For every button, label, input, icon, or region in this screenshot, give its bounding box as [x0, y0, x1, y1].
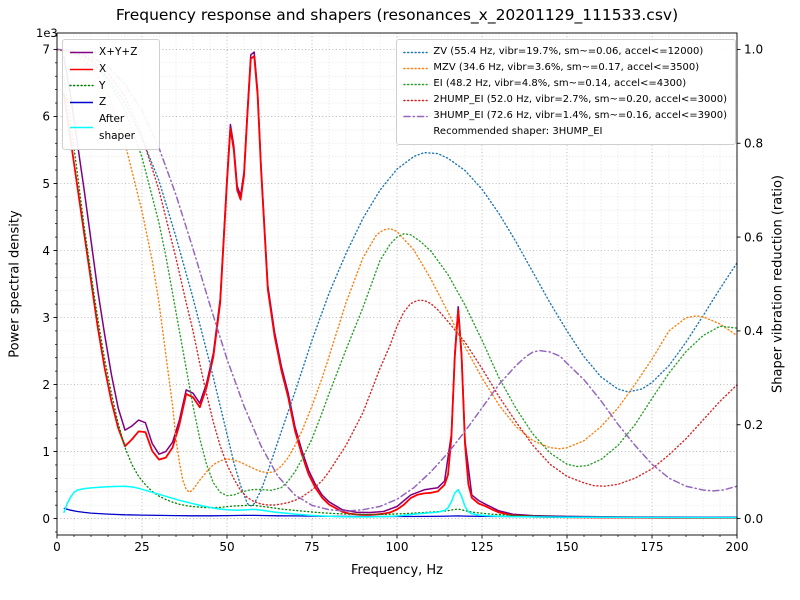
y-right-tick-label: 0.8	[744, 137, 763, 151]
legend-item-label: 3HUMP_EI (72.6 Hz, vibr=1.4%, sm~=0.16, …	[433, 110, 727, 121]
legend-item-label: ZV (55.4 Hz, vibr=19.7%, sm~=0.06, accel…	[433, 46, 704, 57]
series-ei	[56, 48, 738, 497]
legend-item-label: X+Y+Z	[99, 46, 138, 58]
y-right-tick-label: 1.0	[744, 43, 763, 57]
series-2hump-ei	[56, 48, 738, 506]
legend-item-z: Z	[69, 94, 151, 111]
legend-item-label: MZV (34.6 Hz, vibr=3.6%, sm~=0.17, accel…	[433, 62, 700, 73]
legend-line-sample	[69, 85, 94, 87]
legend-item-label: Y	[99, 79, 106, 92]
legend-line-sample	[70, 101, 93, 104]
legend-item-label: Z	[99, 96, 107, 109]
x-tick-label: 25	[134, 540, 149, 554]
series-3hump-ei	[56, 48, 738, 512]
series-y	[63, 75, 738, 519]
legend-item-after: After shaper	[69, 111, 151, 145]
legend-line-sample	[403, 83, 429, 85]
x-tick-label: 200	[726, 540, 749, 554]
chart-title: Frequency response and shapers (resonanc…	[115, 6, 679, 24]
legend-shapers: ZV (55.4 Hz, vibr=19.7%, sm~=0.06, accel…	[396, 39, 736, 145]
x-tick-label: 0	[53, 540, 61, 554]
y-left-tick-label: 1	[42, 445, 50, 459]
x-tick-label: 125	[471, 540, 494, 554]
x-tick-label: 75	[304, 540, 319, 554]
y-right-tick-label: 0.0	[744, 512, 763, 526]
legend-item-3hump-ei: 3HUMP_EI (72.6 Hz, vibr=1.4%, sm~=0.16, …	[403, 108, 727, 124]
legend-line-sample	[403, 51, 429, 53]
legend-item-y: Y	[69, 78, 151, 95]
y-right-tick-label: 0.4	[744, 324, 763, 338]
legend-item-mzv: MZV (34.6 Hz, vibr=3.6%, sm~=0.17, accel…	[403, 60, 727, 76]
legend-line-sample	[70, 68, 93, 70]
y-axis-multiplier: 1e3	[36, 26, 58, 40]
legend-item-ei: EI (48.2 Hz, vibr=4.8%, sm~=0.14, accel<…	[403, 76, 727, 92]
series-x	[62, 55, 738, 519]
legend-item-label: X	[99, 62, 107, 75]
x-tick-label: 150	[556, 540, 579, 554]
legend-item-x+y+z: X+Y+Z	[69, 44, 151, 61]
legend-item-label: After shaper	[99, 113, 136, 142]
recommended-shaper-note: Recommended shaper: 3HUMP_EI	[433, 126, 603, 137]
legend-line-sample	[70, 127, 93, 129]
legend-item-2hump-ei: 2HUMP_EI (52.0 Hz, vibr=2.7%, sm~=0.20, …	[403, 92, 727, 108]
y-right-tick-label: 0.6	[744, 230, 763, 244]
y-left-tick-label: 7	[42, 43, 50, 57]
series-zv	[56, 48, 738, 507]
legend-item-zv: ZV (55.4 Hz, vibr=19.7%, sm~=0.06, accel…	[403, 44, 727, 60]
y-left-tick-label: 3	[42, 311, 50, 325]
x-axis-label: Frequency, Hz	[350, 563, 444, 578]
y-left-tick-label: 6	[42, 110, 50, 124]
x-tick-label: 100	[386, 540, 409, 554]
legend-item-label: 2HUMP_EI (52.0 Hz, vibr=2.7%, sm~=0.20, …	[433, 94, 727, 105]
legend-line-sample	[403, 67, 429, 69]
legend-line-sample	[403, 99, 429, 101]
legend-item-x: X	[69, 61, 151, 78]
series-after-shaper	[63, 485, 738, 519]
y-left-tick-label: 4	[42, 244, 50, 258]
legend-line-sample	[70, 51, 93, 54]
legend-psd: X+Y+Z X Y Z After shaper	[62, 39, 160, 150]
y-left-tick-label: 0	[42, 512, 50, 526]
legend-item-label: EI (48.2 Hz, vibr=4.8%, sm~=0.14, accel<…	[433, 78, 687, 89]
x-tick-label: 175	[641, 540, 664, 554]
x-tick-label: 50	[219, 540, 234, 554]
y-left-tick-label: 5	[42, 177, 50, 191]
y-right-tick-label: 0.2	[744, 418, 763, 432]
y-left-tick-label: 2	[42, 378, 50, 392]
legend-line-sample	[403, 115, 429, 117]
